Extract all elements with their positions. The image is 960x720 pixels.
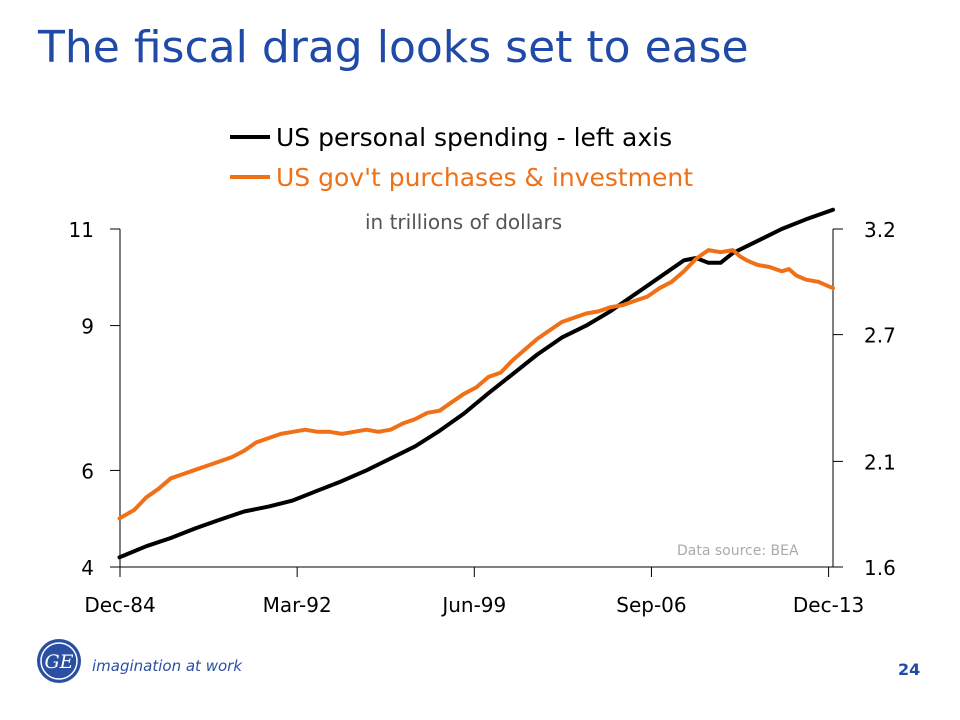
left-axis-tick-label: 11 — [69, 218, 94, 242]
x-axis-tick-label: Dec-13 — [793, 593, 864, 617]
slide-title: The fiscal drag looks set to ease — [38, 22, 749, 73]
ge-logo: GE — [37, 639, 81, 683]
series-line-spending — [117, 207, 835, 560]
chart-subtitle: in trillions of dollars — [365, 210, 562, 234]
chart: US personal spending - left axis US gov'… — [69, 123, 896, 617]
left-axis-tick-label: 4 — [81, 556, 94, 580]
right-axis-tick-label: 2.7 — [864, 324, 896, 348]
left-axis-tick-label: 6 — [81, 459, 94, 483]
page-number: 24 — [898, 660, 921, 679]
right-axis-tick-label: 2.1 — [864, 450, 896, 474]
x-axis-tick-label: Jun-99 — [440, 593, 506, 617]
x-axis-tick-label: Dec-84 — [84, 593, 155, 617]
tagline: imagination at work — [92, 657, 242, 675]
x-axis-tick-label: Sep-06 — [616, 593, 686, 617]
series-line-gov — [117, 248, 835, 521]
legend-label-gov: US gov't purchases & investment — [276, 163, 693, 192]
legend-label-spending: US personal spending - left axis — [276, 123, 672, 152]
x-axis-tick-label: Mar-92 — [263, 593, 332, 617]
left-axis-tick-label: 9 — [81, 315, 94, 339]
right-axis-tick-label: 3.2 — [864, 218, 896, 242]
right-axis-tick-label: 1.6 — [864, 556, 896, 580]
data-source-annotation: Data source: BEA — [677, 543, 799, 559]
ge-logo-text: GE — [44, 651, 73, 673]
chart-legend: US personal spending - left axis US gov'… — [230, 123, 693, 192]
